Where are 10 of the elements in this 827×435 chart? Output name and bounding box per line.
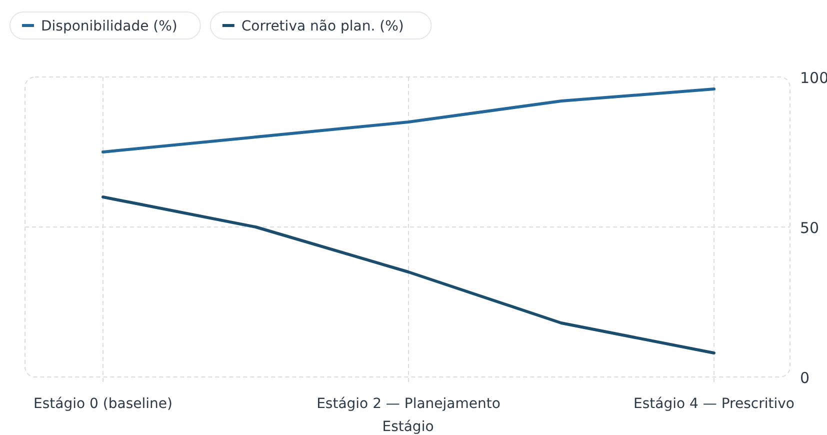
line-series bbox=[102, 88, 716, 154]
x-axis-title: Estágio bbox=[382, 419, 434, 435]
x-tick-label: Estágio 0 (baseline) bbox=[34, 396, 172, 412]
line-series bbox=[102, 196, 716, 354]
x-tick-label: Estágio 4 — Prescritivo bbox=[634, 396, 794, 412]
x-tick-label: Estágio 2 — Planejamento bbox=[316, 396, 500, 412]
legend-label: Disponibilidade (%) bbox=[41, 18, 178, 34]
legend-label: Corretiva não plan. (%) bbox=[241, 18, 404, 34]
y-tick-label: 50 bbox=[800, 219, 820, 237]
y-tick-label: 0 bbox=[800, 369, 810, 387]
